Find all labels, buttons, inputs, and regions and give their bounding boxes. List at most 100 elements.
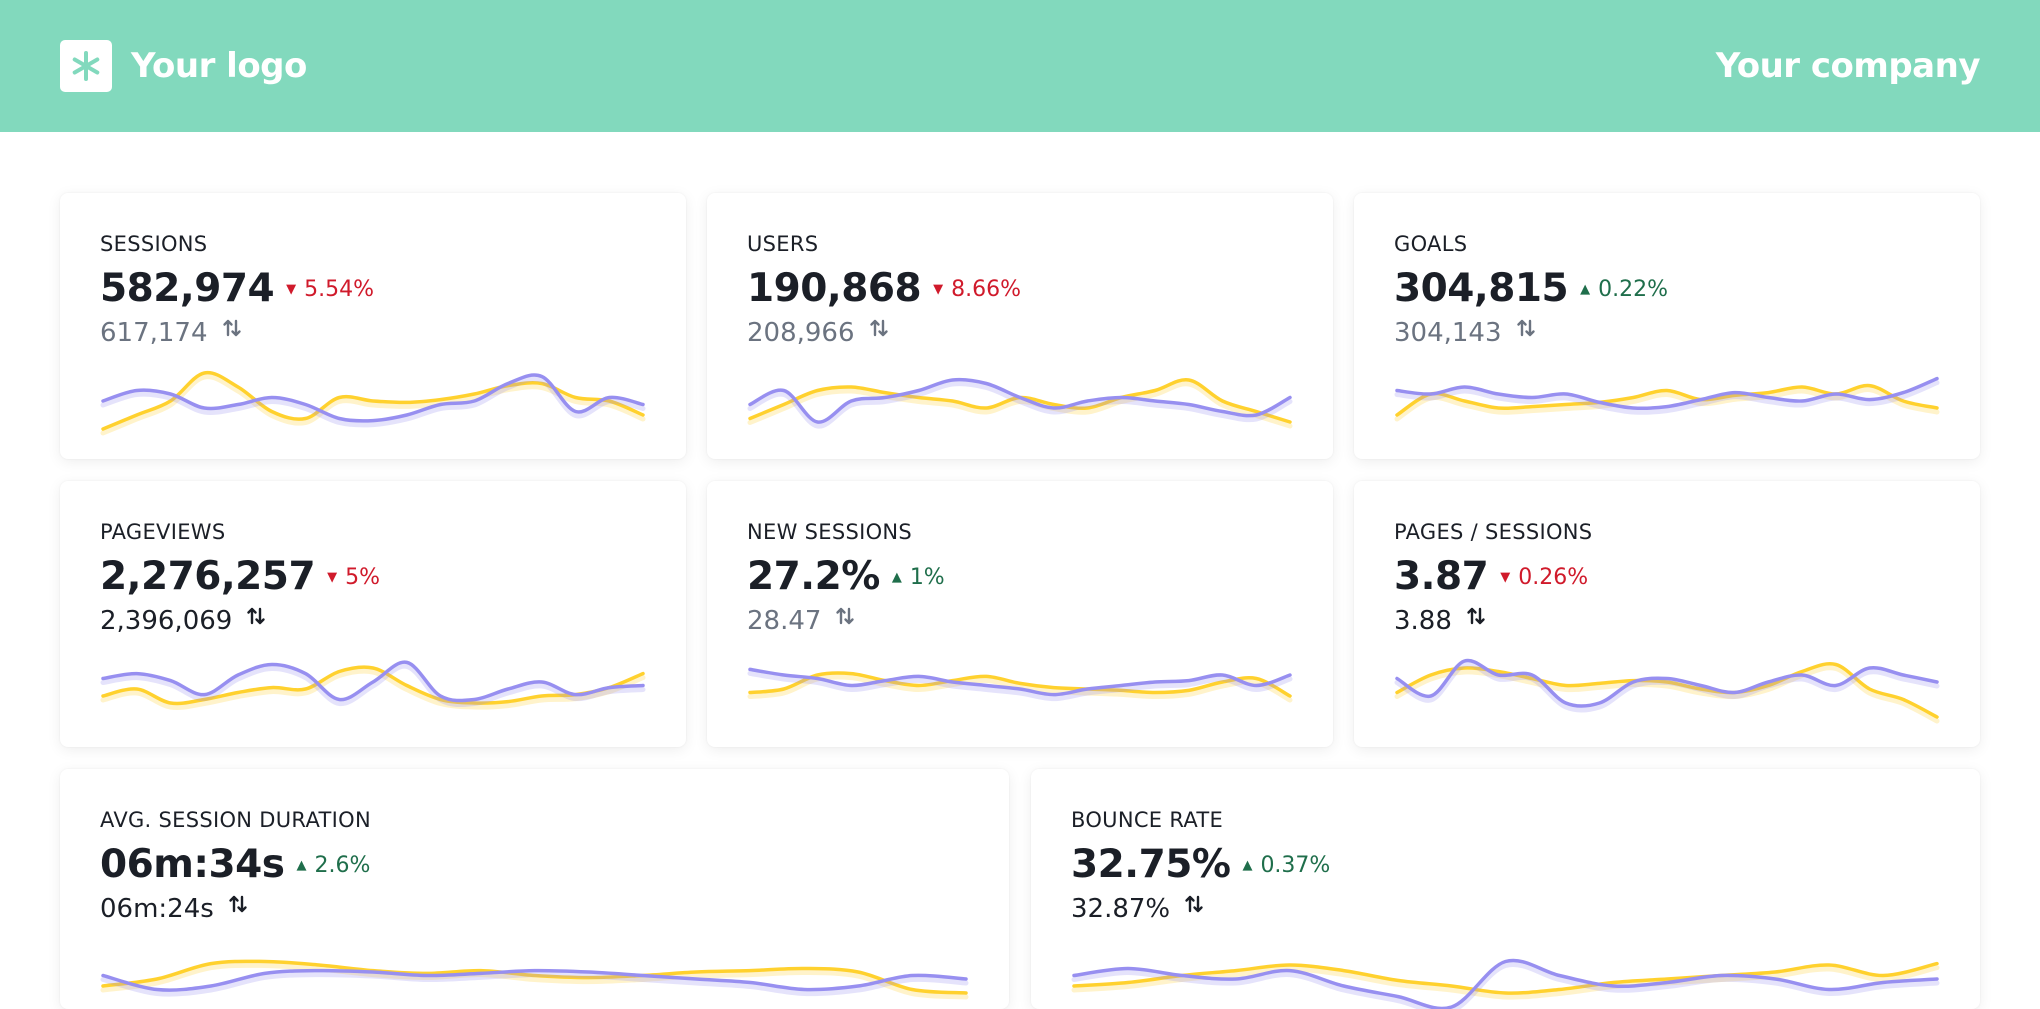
- triangle-down-icon: ▼: [1500, 570, 1511, 585]
- metric-value: 304,815: [1394, 266, 1569, 311]
- triangle-up-icon: ▲: [891, 570, 902, 585]
- metric-change-value: 0.37%: [1260, 853, 1331, 878]
- current-series-line-shadow: [100, 374, 646, 436]
- current-series-line-shadow: [100, 668, 646, 710]
- metric-card-pageviews[interactable]: PAGEVIEWS 2,276,257 ▼ 5% 2,396,069: [60, 481, 686, 747]
- metric-change-value: 5.54%: [304, 277, 375, 302]
- triangle-up-icon: ▲: [296, 858, 307, 873]
- triangle-down-icon: ▼: [286, 282, 297, 297]
- swap-arrows-icon[interactable]: [222, 315, 242, 349]
- sparkline-chart: [100, 660, 646, 710]
- metric-value-row: 06m:34s ▲ 2.6%: [100, 841, 370, 890]
- metric-change: ▼ 8.66%: [933, 266, 1021, 314]
- previous-series-line: [101, 660, 645, 703]
- metric-value-row: 304,815 ▲ 0.22%: [1394, 265, 1668, 314]
- previous-series-line: [1395, 376, 1939, 411]
- metric-title: PAGEVIEWS: [100, 520, 226, 544]
- metric-card-pages-per-session[interactable]: PAGES / SESSIONS 3.87 ▼ 0.26% 3.88: [1354, 481, 1980, 747]
- current-series-line: [748, 671, 1292, 698]
- previous-series-line: [101, 968, 968, 992]
- metric-previous-value: 208,966: [747, 318, 855, 348]
- metric-title: NEW SESSIONS: [747, 520, 913, 544]
- current-series-line: [101, 665, 645, 706]
- metric-value-row: 27.2% ▲ 1%: [747, 553, 945, 602]
- metric-previous-value: 28.47: [747, 606, 822, 636]
- swap-arrows-icon[interactable]: [835, 603, 855, 637]
- current-series-line: [1072, 961, 1939, 995]
- company-name: Your company: [1715, 46, 1981, 86]
- previous-series-line-shadow: [100, 376, 646, 428]
- metric-value: 582,974: [100, 266, 275, 311]
- metric-previous-row: 304,143: [1394, 315, 1536, 350]
- metric-card-avg-session-duration[interactable]: AVG. SESSION DURATION 06m:34s ▲ 2.6% 06m:24s: [60, 769, 1009, 1009]
- metric-change: ▼ 5.54%: [286, 266, 374, 314]
- previous-series-line-shadow: [747, 381, 1293, 429]
- previous-series-line-shadow: [1394, 380, 1940, 415]
- metric-value-row: 2,276,257 ▼ 5%: [100, 553, 380, 602]
- metric-value-row: 190,868 ▼ 8.66%: [747, 265, 1021, 314]
- metric-previous-value: 32.87%: [1071, 894, 1171, 924]
- sparkline-chart: [100, 370, 646, 436]
- metric-change-value: 0.26%: [1518, 565, 1589, 590]
- metric-value: 06m:34s: [100, 842, 285, 887]
- metric-value: 2,276,257: [100, 554, 316, 599]
- previous-series-line: [1072, 958, 1939, 1009]
- metric-previous-value: 304,143: [1394, 318, 1502, 348]
- previous-series-line-shadow: [747, 670, 1293, 702]
- triangle-up-icon: ▲: [1242, 858, 1253, 873]
- swap-arrows-icon[interactable]: [228, 891, 248, 925]
- swap-arrows-icon[interactable]: [1466, 603, 1486, 637]
- metric-change: ▲ 2.6%: [297, 842, 371, 890]
- metric-card-new-sessions[interactable]: NEW SESSIONS 27.2% ▲ 1% 28.47: [707, 481, 1333, 747]
- metric-change: ▲ 0.37%: [1242, 842, 1330, 890]
- metric-previous-row: 3.88: [1394, 603, 1486, 638]
- previous-series-line: [748, 377, 1292, 424]
- metric-value: 32.75%: [1071, 842, 1231, 887]
- metric-change-value: 8.66%: [951, 277, 1022, 302]
- metric-change: ▲ 1%: [892, 554, 945, 602]
- metric-title: USERS: [747, 232, 819, 256]
- current-series-line-shadow: [100, 962, 969, 1000]
- swap-arrows-icon[interactable]: [1516, 315, 1536, 349]
- current-series-line: [101, 959, 968, 995]
- metric-previous-row: 208,966: [747, 315, 889, 350]
- swap-arrows-icon[interactable]: [869, 315, 889, 349]
- triangle-down-icon: ▼: [327, 570, 338, 585]
- swap-arrows-icon[interactable]: [246, 603, 266, 637]
- metric-previous-row: 617,174: [100, 315, 242, 350]
- current-series-line: [1395, 383, 1939, 417]
- metric-change-value: 2.6%: [314, 853, 371, 878]
- metric-value-row: 582,974 ▼ 5.54%: [100, 265, 374, 314]
- metric-card-users[interactable]: USERS 190,868 ▼ 8.66% 208,966: [707, 193, 1333, 459]
- sparkline-chart: [747, 377, 1293, 429]
- previous-series-line: [1395, 658, 1939, 708]
- metric-card-goals[interactable]: GOALS 304,815 ▲ 0.22% 304,143: [1354, 193, 1980, 459]
- sparkline-chart: [100, 959, 969, 1000]
- metric-value: 190,868: [747, 266, 922, 311]
- metric-previous-value: 3.88: [1394, 606, 1452, 636]
- metric-change: ▼ 5%: [327, 554, 380, 602]
- swap-arrows-icon[interactable]: [1184, 891, 1204, 925]
- sparkline-chart: [1394, 376, 1940, 422]
- metric-card-sessions[interactable]: SESSIONS 582,974 ▼ 5.54% 617,174: [60, 193, 686, 459]
- logo-icon[interactable]: [60, 40, 112, 92]
- header-bar: Your logo Your company: [0, 0, 2040, 132]
- metric-change-value: 1%: [909, 565, 945, 590]
- metric-card-bounce-rate[interactable]: BOUNCE RATE 32.75% ▲ 0.37% 32.87%: [1031, 769, 1980, 1009]
- previous-series-line: [748, 667, 1292, 697]
- metric-previous-row: 28.47: [747, 603, 855, 638]
- metric-previous-value: 2,396,069: [100, 606, 233, 636]
- logo-text[interactable]: Your logo: [131, 46, 307, 86]
- metric-title: BOUNCE RATE: [1071, 808, 1224, 832]
- metric-change-value: 0.22%: [1598, 277, 1669, 302]
- metric-title: PAGES / SESSIONS: [1394, 520, 1593, 544]
- metric-title: AVG. SESSION DURATION: [100, 808, 371, 832]
- current-series-line-shadow: [747, 381, 1293, 429]
- metric-value: 27.2%: [747, 554, 880, 599]
- metric-previous-row: 06m:24s: [100, 891, 248, 926]
- current-series-line-shadow: [1394, 665, 1940, 724]
- triangle-down-icon: ▼: [933, 282, 944, 297]
- metric-title: GOALS: [1394, 232, 1468, 256]
- sparkline-chart: [747, 667, 1293, 703]
- metric-previous-value: 617,174: [100, 318, 208, 348]
